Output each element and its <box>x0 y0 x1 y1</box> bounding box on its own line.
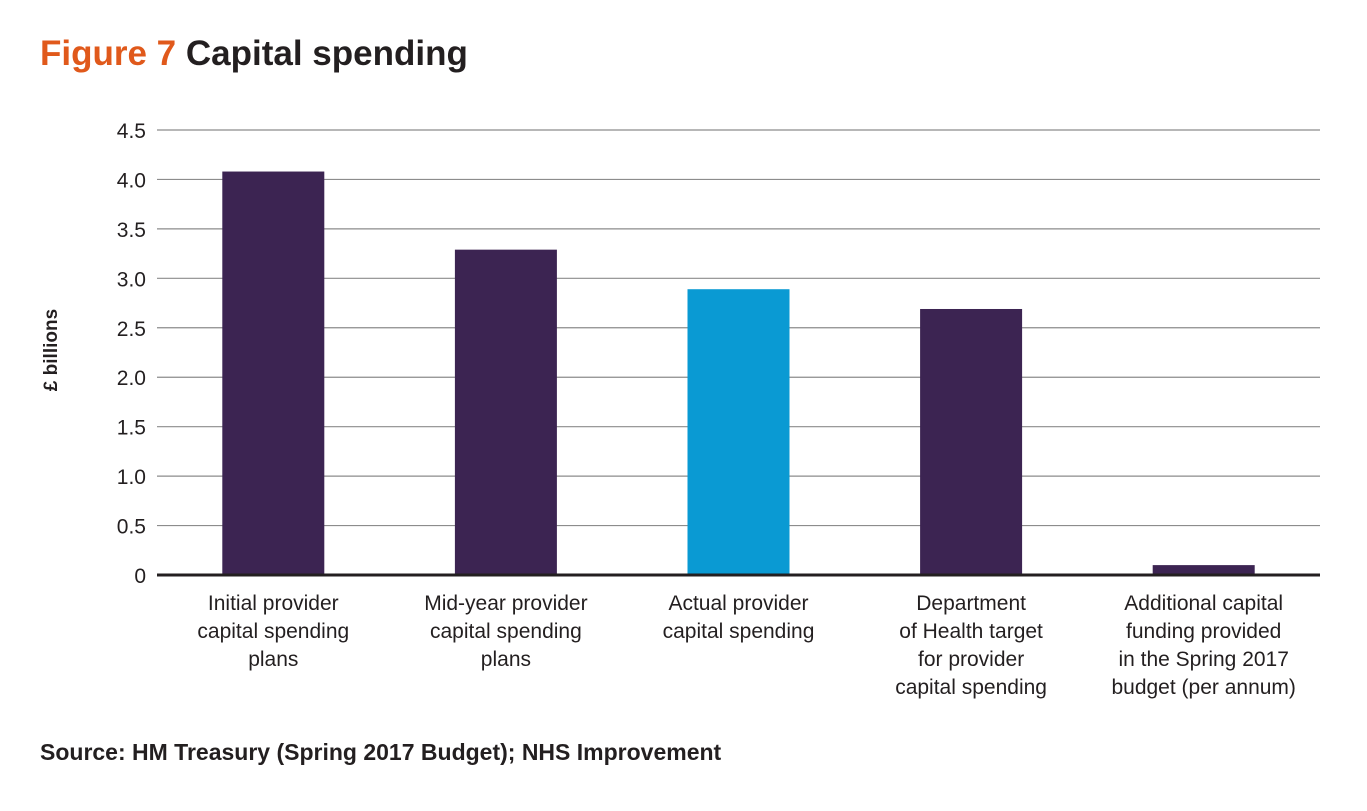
bar <box>454 249 557 575</box>
y-tick-label: 1.5 <box>117 417 146 440</box>
source-note: Source: HM Treasury (Spring 2017 Budget)… <box>40 739 722 765</box>
y-tick-label: 3.5 <box>117 219 146 242</box>
y-axis-title: £ billions <box>41 309 62 391</box>
x-tick-label: plans <box>481 648 531 671</box>
y-tick-label: 2.5 <box>117 318 146 341</box>
bar <box>687 289 790 575</box>
y-tick-label: 0 <box>134 565 146 588</box>
y-tick-label: 1.0 <box>117 466 146 489</box>
y-tick-label: 3.0 <box>117 268 146 291</box>
y-tick-label: 0.5 <box>117 516 146 539</box>
x-tick-label: capital spending <box>895 676 1047 699</box>
x-tick-label: Initial provider <box>208 592 339 615</box>
x-tick-label: capital spending <box>430 620 582 643</box>
y-tick-label: 2.0 <box>117 367 146 390</box>
x-tick-label: plans <box>248 648 298 671</box>
x-tick-label: budget (per annum) <box>1111 676 1295 699</box>
figure-label: Figure 7 <box>40 34 177 73</box>
x-tick-label: Mid-year provider <box>424 592 587 615</box>
bar <box>1152 565 1255 575</box>
figure-title: Figure 7 Capital spending <box>40 34 468 74</box>
x-tick-label: capital spending <box>663 620 815 643</box>
bar <box>920 308 1023 575</box>
x-tick-label: Department <box>916 592 1026 615</box>
x-tick-label: Additional capital <box>1124 592 1283 615</box>
x-tick-label: funding provided <box>1126 620 1281 643</box>
y-tick-label: 4.0 <box>117 169 146 192</box>
x-tick-label: of Health target <box>899 620 1043 643</box>
figure-title-text: Capital spending <box>185 34 468 73</box>
bar <box>222 171 325 576</box>
x-tick-label: capital spending <box>197 620 349 643</box>
y-tick-label: 4.5 <box>117 120 146 143</box>
x-tick-label: for provider <box>918 648 1024 671</box>
x-tick-label: Actual provider <box>668 592 808 615</box>
x-tick-label: in the Spring 2017 <box>1118 648 1288 671</box>
